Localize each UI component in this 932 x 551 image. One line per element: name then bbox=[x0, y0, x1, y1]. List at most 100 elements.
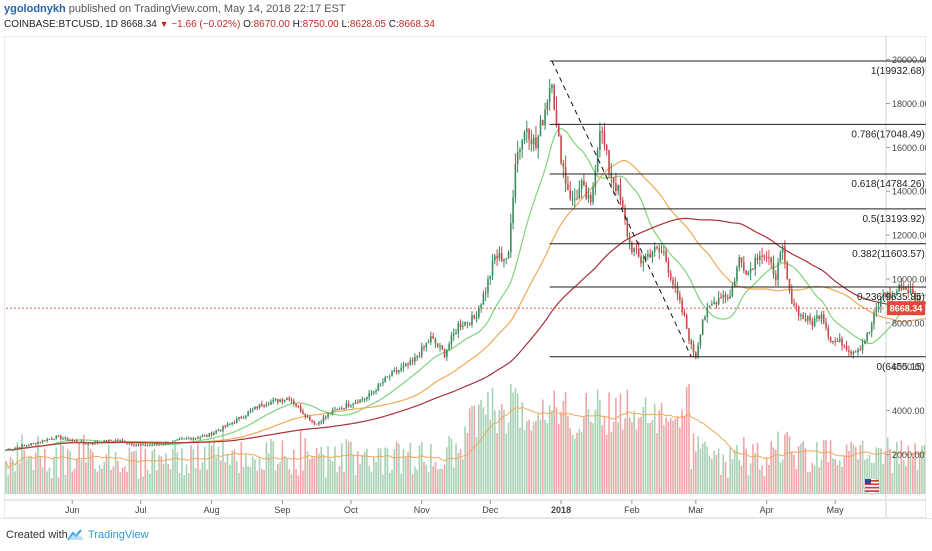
volume-bar bbox=[620, 394, 622, 494]
volume-bar bbox=[339, 466, 341, 494]
candle bbox=[583, 181, 585, 185]
volume-bar bbox=[7, 475, 9, 494]
volume-bar bbox=[250, 467, 252, 494]
volume-bar bbox=[282, 440, 284, 494]
tradingview-brand-link[interactable]: TradingView bbox=[88, 529, 149, 541]
candle bbox=[117, 440, 119, 441]
volume-bar bbox=[428, 472, 430, 494]
candle bbox=[535, 138, 537, 149]
chart-frame[interactable]: 1(19932.68)0.786(17048.49)0.618(14784.26… bbox=[4, 36, 926, 518]
volume-bar bbox=[275, 470, 277, 494]
volume-bar bbox=[133, 451, 135, 494]
candle bbox=[391, 371, 393, 375]
volume-bar bbox=[108, 445, 110, 494]
volume-bar bbox=[94, 469, 96, 494]
volume-bar bbox=[496, 433, 498, 494]
candle bbox=[154, 444, 156, 445]
candle bbox=[656, 247, 658, 248]
volume-bar bbox=[359, 464, 361, 494]
candle bbox=[839, 339, 841, 342]
candle bbox=[729, 296, 731, 298]
volume-bar bbox=[149, 474, 151, 494]
volume-bar bbox=[841, 467, 843, 494]
volume-bar bbox=[113, 466, 115, 494]
volume-bar bbox=[654, 404, 656, 494]
volume-bar bbox=[478, 404, 480, 494]
candle bbox=[597, 150, 599, 172]
candle bbox=[432, 336, 434, 338]
candle bbox=[272, 400, 274, 402]
candle bbox=[857, 349, 859, 352]
volume-bar bbox=[430, 444, 432, 494]
volume-bar bbox=[44, 449, 46, 494]
candle bbox=[853, 352, 855, 354]
volume-bar bbox=[53, 457, 55, 494]
volume-bar bbox=[764, 476, 766, 494]
volume-bar bbox=[528, 420, 530, 494]
volume-bar bbox=[304, 438, 306, 494]
candle bbox=[588, 195, 590, 198]
candle bbox=[791, 290, 793, 303]
volume-bar bbox=[391, 470, 393, 494]
candle bbox=[208, 433, 210, 436]
volume-bar bbox=[368, 466, 370, 494]
candle bbox=[793, 304, 795, 305]
volume-bar bbox=[117, 461, 119, 494]
volume-bar bbox=[770, 441, 772, 494]
candle bbox=[748, 273, 750, 275]
candle bbox=[339, 409, 341, 410]
candle bbox=[17, 447, 19, 448]
candle bbox=[759, 256, 761, 260]
volume-bar bbox=[352, 455, 354, 494]
candle bbox=[46, 439, 48, 441]
volume-bar bbox=[752, 444, 754, 494]
candle bbox=[722, 295, 724, 298]
volume-bar bbox=[674, 419, 676, 494]
volume-bar bbox=[503, 410, 505, 494]
candle bbox=[231, 423, 233, 424]
volume-bar bbox=[624, 418, 626, 494]
candle bbox=[471, 315, 473, 324]
volume-bar bbox=[526, 421, 528, 494]
tradingview-cloud-icon[interactable] bbox=[66, 528, 84, 547]
volume-bar bbox=[556, 407, 558, 494]
volume-bar bbox=[492, 388, 494, 494]
candle bbox=[620, 185, 622, 200]
candle bbox=[754, 258, 756, 270]
volume-bar bbox=[156, 470, 158, 494]
volume-bar bbox=[816, 442, 818, 494]
symbol-label[interactable]: COINBASE:BTCUSD, 1D bbox=[4, 19, 118, 30]
author-link[interactable]: ygolodnykh bbox=[4, 3, 66, 15]
candle bbox=[435, 339, 437, 344]
candle bbox=[453, 333, 455, 335]
candle bbox=[713, 302, 715, 304]
candle bbox=[37, 442, 39, 444]
volume-bar bbox=[711, 459, 713, 494]
candle bbox=[658, 248, 660, 251]
candle bbox=[679, 295, 681, 300]
y-tick-label: 8000.00 bbox=[892, 318, 925, 328]
candle bbox=[199, 437, 201, 438]
volume-bar bbox=[789, 436, 791, 494]
volume-bar bbox=[332, 462, 334, 494]
candle bbox=[92, 443, 94, 444]
candle bbox=[51, 439, 53, 440]
volume-bar bbox=[183, 475, 185, 494]
candle bbox=[531, 140, 533, 145]
candle bbox=[101, 442, 103, 443]
us-flag-icon[interactable] bbox=[864, 478, 880, 494]
candle bbox=[725, 295, 727, 297]
volume-bar bbox=[725, 462, 727, 494]
candle bbox=[67, 438, 69, 441]
candle bbox=[245, 416, 247, 418]
volume-bar bbox=[26, 459, 28, 494]
volume-bar bbox=[346, 439, 348, 494]
volume-bar bbox=[515, 388, 517, 494]
price-change: −1.66 (−0.02%) bbox=[171, 19, 240, 30]
candle bbox=[10, 449, 12, 450]
volume-bar bbox=[103, 462, 105, 494]
volume-bar bbox=[882, 464, 884, 494]
candle bbox=[430, 336, 432, 342]
price-chart[interactable]: 1(19932.68)0.786(17048.49)0.618(14784.26… bbox=[4, 36, 926, 518]
candle bbox=[672, 280, 674, 285]
